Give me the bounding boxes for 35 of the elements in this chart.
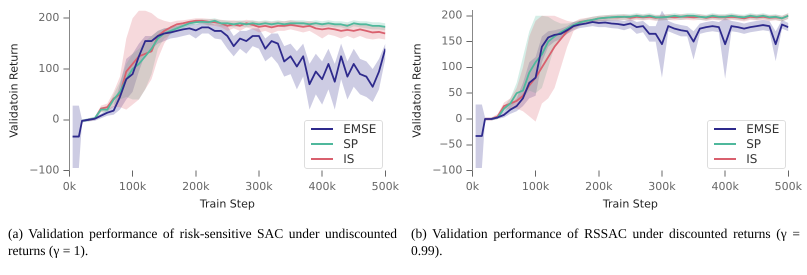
legend-label: IS	[746, 152, 758, 166]
x-tick-label: 200k	[182, 180, 210, 194]
x-tick-label: 300k	[648, 180, 676, 194]
x-tick-label: 400k	[711, 180, 740, 194]
y-tick-label: 50	[448, 86, 462, 100]
text: (a) Validation performance of risk-sensitive SAC under undiscounted returns (γ = 1).	[8, 225, 397, 259]
y-tick-label: −100	[432, 163, 462, 176]
x-tick-label: 0k	[62, 180, 77, 194]
legend-label: SP	[746, 137, 762, 152]
legend-label: IS	[343, 152, 354, 166]
x-axis-title: Train Step	[198, 197, 255, 210]
y-tick-label: −100	[29, 163, 60, 176]
y-tick-label: 0	[455, 112, 462, 125]
legend-label: EMSE	[343, 122, 376, 136]
x-tick-label: 200k	[585, 180, 614, 194]
y-tick-label: 200	[441, 8, 462, 22]
y-tick-label: 100	[38, 62, 60, 75]
x-tick-label: 500k	[774, 180, 803, 194]
text: (b) Validation performance of RSSAC under discounted returns (γ = 0.99).	[411, 225, 800, 259]
x-tick-label: 100k	[522, 180, 550, 194]
x-tick-label: 0k	[466, 180, 480, 194]
legend-label: SP	[343, 137, 358, 152]
y-tick-label: 0	[52, 112, 60, 126]
legend-label: EMSE	[746, 122, 780, 136]
y-tick-label: 200	[38, 11, 60, 24]
y-tick-label: −50	[439, 138, 462, 151]
x-tick-label: 100k	[118, 180, 147, 194]
x-tick-label: 400k	[308, 180, 336, 194]
y-axis-title: Validatoin Return	[7, 43, 20, 138]
y-tick-label: 100	[441, 60, 462, 74]
x-axis-title: Train Step	[602, 197, 658, 210]
x-tick-label: 500k	[372, 180, 400, 194]
y-tick-label: 150	[441, 34, 462, 48]
x-tick-label: 300k	[245, 180, 274, 194]
y-axis-title: Validatoin Return	[410, 43, 424, 138]
